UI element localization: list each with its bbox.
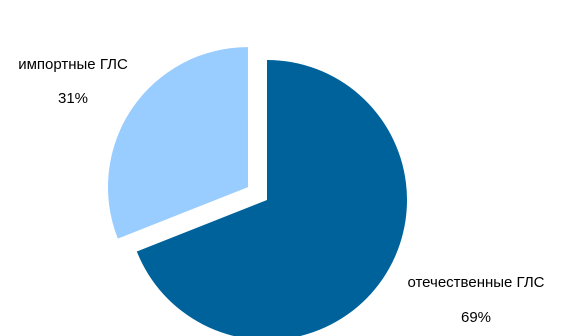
pie-slices bbox=[107, 47, 407, 336]
slice-label-group-imported: импортные ГЛС 31% bbox=[18, 56, 128, 107]
pie-slice-imported bbox=[107, 47, 248, 239]
slice-label-group-domestic: отечественные ГЛС 69% bbox=[407, 274, 544, 326]
slice-label-domestic: отечественные ГЛС bbox=[407, 274, 544, 291]
slice-label-imported: импортные ГЛС bbox=[18, 56, 128, 73]
slice-value-imported: 31% bbox=[58, 90, 88, 107]
slice-value-domestic: 69% bbox=[461, 309, 491, 326]
pie-slice-domestic bbox=[136, 60, 407, 336]
